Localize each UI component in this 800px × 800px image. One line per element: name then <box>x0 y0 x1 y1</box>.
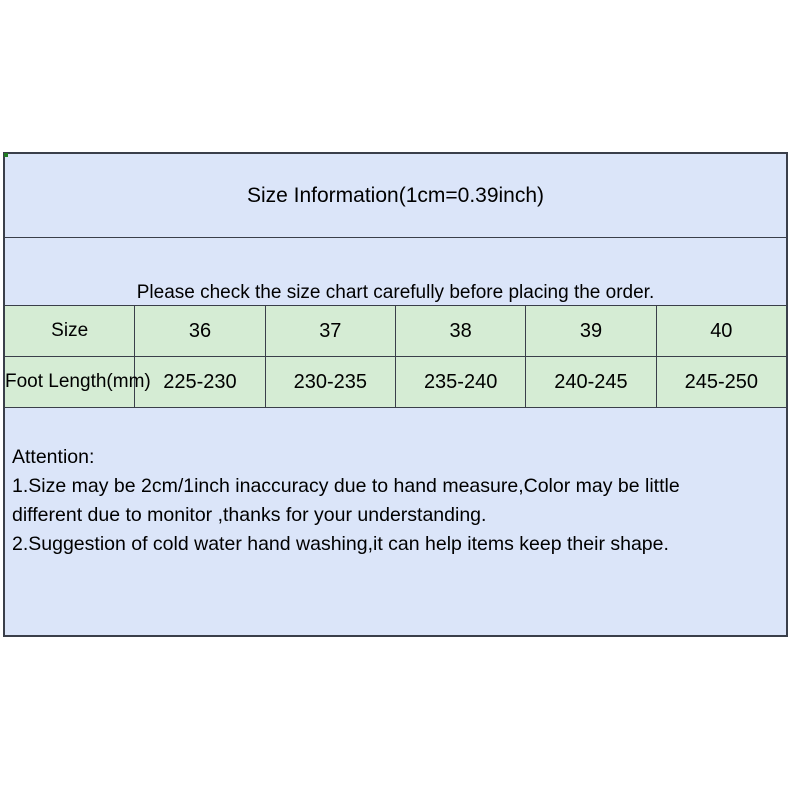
foot-length-39: 240-245 <box>525 356 657 408</box>
table-row-foot-length: Foot Length(mm) 225-230 230-235 235-240 … <box>3 356 788 408</box>
size-chart-panel: Size Information(1cm=0.39inch) Please ch… <box>3 152 788 637</box>
attention-block: Attention: 1.Size may be 2cm/1inch inacc… <box>4 407 787 636</box>
attention-line-3: 2.Suggestion of cold water hand washing,… <box>12 533 669 555</box>
column-header-size: Size <box>3 305 136 357</box>
row-header-foot-length: Foot Length(mm) <box>3 356 151 408</box>
table-row-title: Size Information(1cm=0.39inch) <box>4 153 787 238</box>
size-value-38: 38 <box>394 305 527 357</box>
size-chart-table: Size Information(1cm=0.39inch) Please ch… <box>3 153 788 636</box>
chart-notice: Please check the size chart carefully be… <box>4 237 787 306</box>
foot-length-36: 225-230 <box>134 356 266 408</box>
size-value-39: 39 <box>525 305 657 357</box>
corner-artifact <box>4 153 8 157</box>
foot-length-38: 235-240 <box>394 356 527 408</box>
table-row-attention: Attention: 1.Size may be 2cm/1inch inacc… <box>4 407 787 636</box>
chart-title: Size Information(1cm=0.39inch) <box>4 153 787 238</box>
size-value-40: 40 <box>655 305 788 357</box>
size-value-37: 37 <box>264 305 396 357</box>
table-row-size-header: Size 36 37 38 39 40 <box>3 305 788 357</box>
attention-heading: Attention: <box>12 446 95 468</box>
size-value-36: 36 <box>134 305 266 357</box>
foot-length-40: 245-250 <box>655 356 788 408</box>
foot-length-37: 230-235 <box>264 356 396 408</box>
attention-line-1: 1.Size may be 2cm/1inch inaccuracy due t… <box>12 475 680 497</box>
table-row-notice: Please check the size chart carefully be… <box>4 237 787 306</box>
attention-line-2: different due to monitor ,thanks for you… <box>12 504 487 526</box>
